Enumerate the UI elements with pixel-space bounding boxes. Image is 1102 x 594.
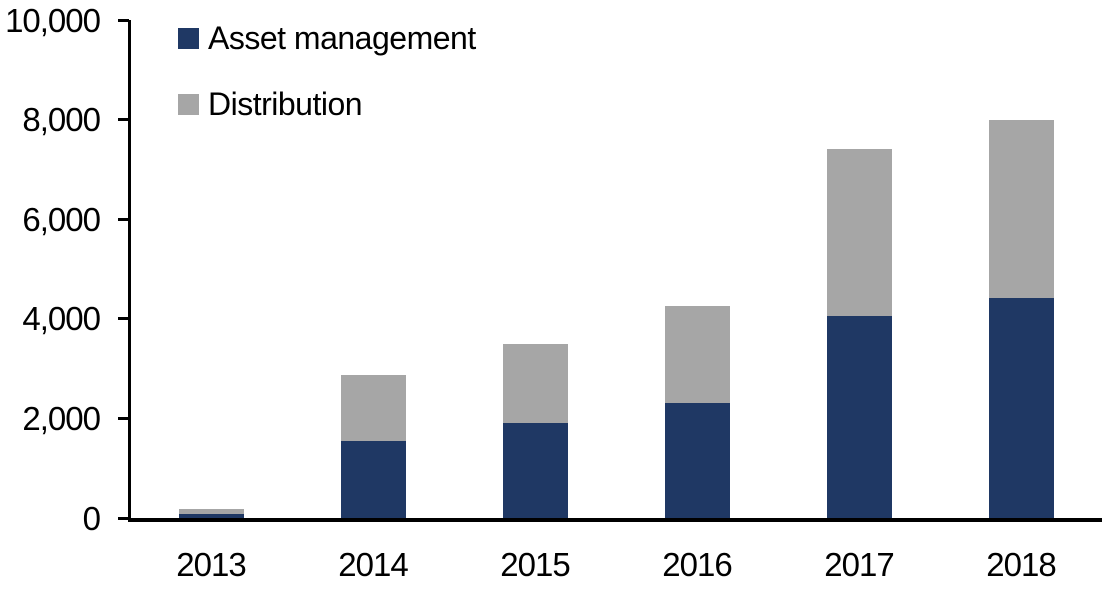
- y-tick-mark: [118, 118, 129, 122]
- y-tick-mark: [118, 217, 129, 221]
- x-tick-label-2016: 2016: [662, 546, 732, 583]
- bar-2017-distribution: [826, 149, 892, 317]
- y-tick-label: 4,000: [22, 300, 101, 338]
- distribution-swatch-icon: [178, 93, 199, 115]
- bar-2014-distribution: [340, 374, 406, 441]
- y-tick-label: 2,000: [22, 399, 101, 437]
- y-tick-label: 10,000: [5, 1, 101, 39]
- y-tick-label: 6,000: [22, 200, 101, 238]
- legend: Asset management Distribution: [178, 20, 476, 156]
- y-tick-mark: [118, 317, 129, 321]
- asset-management-swatch-icon: [178, 27, 199, 49]
- bar-2015-asset-management: [502, 423, 568, 518]
- x-tick-label-2013: 2013: [176, 546, 246, 583]
- y-axis-line: [128, 20, 131, 522]
- x-tick-label-2018: 2018: [986, 546, 1056, 583]
- x-tick-label-2014: 2014: [338, 546, 408, 583]
- bar-2014-asset-management: [340, 440, 406, 518]
- bar-2013-asset-management: [178, 513, 244, 518]
- bar-2016-distribution: [664, 306, 730, 403]
- x-tick-label-2017: 2017: [824, 546, 894, 583]
- legend-item-asset-management: Asset management: [178, 20, 476, 56]
- bar-2016-asset-management: [664, 402, 730, 518]
- y-tick-mark: [118, 516, 129, 520]
- bar-2018-asset-management: [988, 297, 1054, 518]
- bar-2015-distribution: [502, 343, 568, 424]
- y-tick-mark: [118, 416, 129, 420]
- x-tick-label-2015: 2015: [500, 546, 570, 583]
- y-tick-label: 0: [82, 499, 101, 537]
- bar-2018-distribution: [988, 119, 1054, 298]
- y-tick-mark: [118, 18, 129, 22]
- legend-label-distribution: Distribution: [208, 86, 363, 122]
- x-axis-line: [128, 518, 1102, 522]
- legend-label-asset-management: Asset management: [208, 20, 476, 56]
- bar-2013-distribution: [178, 508, 244, 514]
- bar-2017-asset-management: [826, 316, 892, 518]
- y-tick-label: 8,000: [22, 101, 101, 139]
- legend-item-distribution: Distribution: [178, 86, 476, 122]
